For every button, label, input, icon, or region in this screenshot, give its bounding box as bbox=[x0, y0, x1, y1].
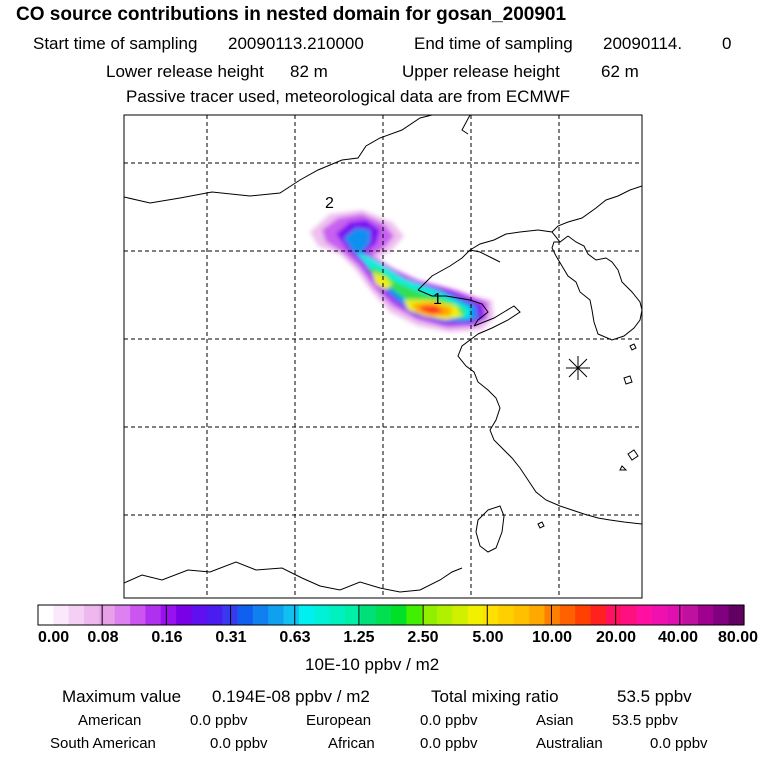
colorbar-frame bbox=[37, 604, 745, 626]
lat-lon-grid bbox=[124, 115, 642, 598]
region-name-south-american: South American bbox=[50, 735, 156, 752]
region-value-asian: 53.5 ppbv bbox=[612, 712, 678, 729]
region-value-american: 0.0 ppbv bbox=[190, 712, 248, 729]
colorbar-swatch-29 bbox=[483, 605, 500, 625]
colorbar-swatch-27 bbox=[452, 605, 469, 625]
region-value-australian: 0.0 ppbv bbox=[650, 735, 708, 752]
total-mixing-value: 53.5 ppbv bbox=[617, 687, 692, 706]
colorbar-swatch-31 bbox=[513, 605, 530, 625]
colorbar-label-0: 0.00 bbox=[38, 629, 70, 646]
upper-release-value: 62 m bbox=[601, 62, 639, 81]
colorbar-swatch-11 bbox=[206, 605, 223, 625]
colorbar-swatch-36 bbox=[590, 605, 607, 625]
tracer-note: Passive tracer used, meteorological data… bbox=[126, 87, 571, 106]
region-value-south-american: 0.0 ppbv bbox=[210, 735, 268, 752]
colorbar-swatch-7 bbox=[145, 605, 162, 625]
map-content: 2 1 bbox=[124, 115, 642, 598]
colorbar-swatch-1 bbox=[53, 605, 70, 625]
concentration-plume bbox=[310, 210, 494, 332]
total-mixing-label: Total mixing ratio bbox=[431, 687, 559, 706]
colorbar-label-10: 40.00 bbox=[657, 629, 699, 646]
colorbar bbox=[38, 605, 745, 625]
colorbar-swatch-18 bbox=[314, 605, 331, 625]
colorbar-label-3: 0.31 bbox=[215, 629, 247, 646]
colorbar-swatch-20 bbox=[344, 605, 361, 625]
colorbar-swatch-19 bbox=[329, 605, 346, 625]
max-value: 0.194E-08 ppbv / m2 bbox=[212, 687, 370, 706]
colorbar-units: 10E-10 ppbv / m2 bbox=[305, 655, 440, 674]
colorbar-swatch-38 bbox=[621, 605, 638, 625]
end-time-label: End time of sampling bbox=[414, 34, 573, 53]
colorbar-swatch-41 bbox=[667, 605, 684, 625]
lower-release-label: Lower release height bbox=[106, 62, 264, 81]
colorbar-swatch-34 bbox=[559, 605, 576, 625]
region-name-european: European bbox=[306, 712, 372, 729]
end-time-suffix: 0 bbox=[722, 34, 732, 53]
colorbar-swatch-39 bbox=[636, 605, 653, 625]
upper-release-label: Upper release height bbox=[402, 62, 560, 81]
colorbar-label-11: 80.00 bbox=[717, 629, 758, 646]
lower-release-value: 82 m bbox=[290, 62, 328, 81]
region-name-american: American bbox=[78, 712, 142, 729]
colorbar-label-9: 20.00 bbox=[595, 629, 637, 646]
colorbar-swatch-16 bbox=[283, 605, 300, 625]
colorbar-label-8: 10.00 bbox=[531, 629, 573, 646]
colorbar-swatch-0 bbox=[38, 605, 54, 625]
colorbar-swatch-42 bbox=[682, 605, 699, 625]
region-name-australian: Australian bbox=[536, 735, 603, 752]
colorbar-label-6: 2.50 bbox=[407, 629, 439, 646]
max-value-label: Maximum value bbox=[62, 687, 182, 706]
colorbar-swatch-8 bbox=[160, 605, 177, 625]
colorbar-swatch-45 bbox=[728, 605, 745, 625]
colorbar-label-2: 0.16 bbox=[151, 629, 183, 646]
marker-label-2: 2 bbox=[325, 195, 334, 212]
colorbar-swatch-3 bbox=[84, 605, 100, 625]
colorbar-label-1: 0.08 bbox=[87, 629, 119, 646]
colorbar-label-5: 1.25 bbox=[343, 629, 375, 646]
colorbar-swatch-4 bbox=[99, 605, 116, 625]
region-name-asian: Asian bbox=[536, 712, 574, 729]
colorbar-swatch-5 bbox=[114, 605, 131, 625]
coastlines bbox=[124, 115, 642, 593]
colorbar-swatch-37 bbox=[605, 605, 622, 625]
region-value-african: 0.0 ppbv bbox=[420, 735, 478, 752]
colorbar-swatch-24 bbox=[406, 605, 423, 625]
end-time-value: 20090114. bbox=[603, 34, 683, 53]
colorbar-label-7: 5.00 bbox=[472, 629, 504, 646]
colorbar-swatch-33 bbox=[544, 605, 561, 625]
plot-title: CO source contributions in nested domain… bbox=[16, 4, 567, 25]
colorbar-ticks bbox=[101, 605, 681, 625]
receptor-marker bbox=[566, 356, 590, 380]
map-frame bbox=[123, 114, 643, 599]
colorbar-swatch-28 bbox=[467, 605, 484, 625]
colorbar-swatch-15 bbox=[268, 605, 285, 625]
colorbar-swatch-25 bbox=[421, 605, 438, 625]
colorbar-label-4: 0.63 bbox=[279, 629, 311, 646]
colorbar-swatch-17 bbox=[298, 605, 315, 625]
start-time-label: Start time of sampling bbox=[33, 34, 198, 53]
colorbar-swatch-44 bbox=[713, 605, 730, 625]
marker-label-1: 1 bbox=[433, 291, 442, 308]
colorbar-swatch-26 bbox=[437, 605, 453, 625]
region-name-african: African bbox=[328, 735, 375, 752]
colorbar-swatch-6 bbox=[130, 605, 147, 625]
region-value-european: 0.0 ppbv bbox=[420, 712, 478, 729]
start-time-value: 20090113.210000 bbox=[228, 34, 364, 53]
colorbar-swatch-40 bbox=[651, 605, 668, 625]
colorbar-swatch-10 bbox=[191, 605, 208, 625]
colorbar-swatch-14 bbox=[252, 605, 269, 625]
colorbar-swatch-23 bbox=[391, 605, 407, 625]
colorbar-swatch-9 bbox=[176, 605, 193, 625]
colorbar-swatch-35 bbox=[575, 605, 592, 625]
colorbar-swatch-13 bbox=[237, 605, 254, 625]
colorbar-swatch-21 bbox=[360, 605, 377, 625]
colorbar-swatch-22 bbox=[375, 605, 392, 625]
colorbar-swatch-32 bbox=[529, 605, 546, 625]
colorbar-swatch-30 bbox=[498, 605, 515, 625]
colorbar-swatch-43 bbox=[697, 605, 714, 625]
colorbar-swatch-2 bbox=[68, 605, 85, 625]
